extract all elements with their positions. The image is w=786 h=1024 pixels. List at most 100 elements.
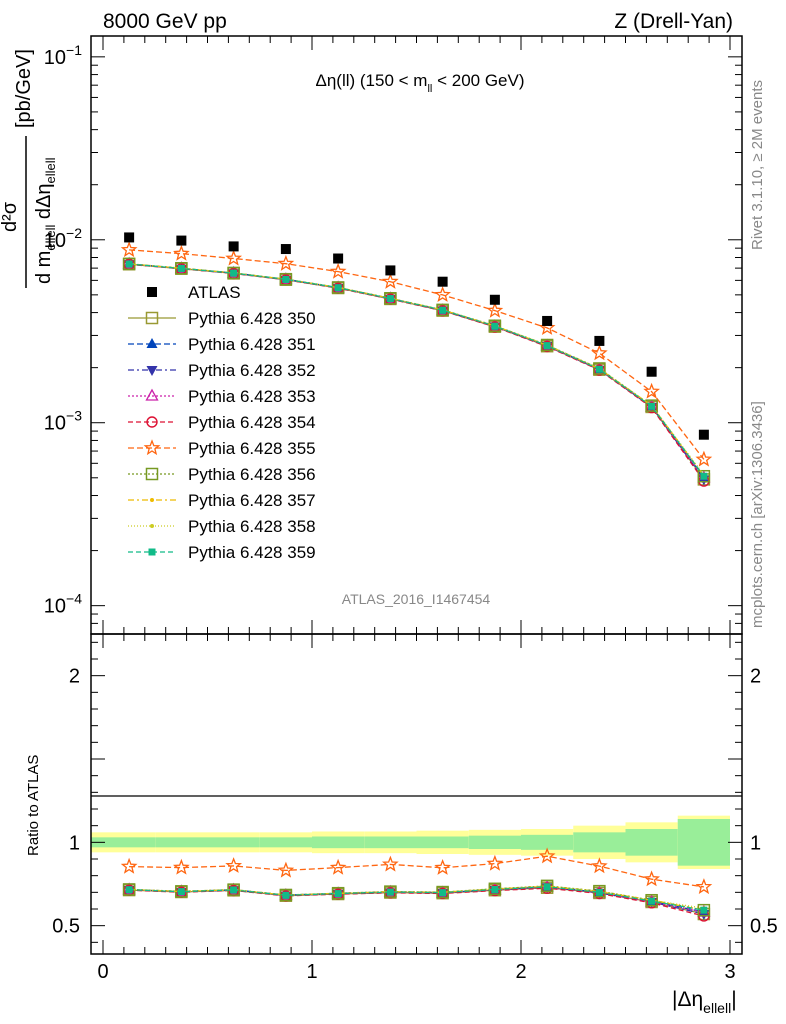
data-point <box>695 450 713 467</box>
main-series <box>120 232 713 487</box>
ratio-point <box>334 890 342 898</box>
band-inner <box>677 819 730 866</box>
analysis-tag: ATLAS_2016_I1467454 <box>342 591 491 607</box>
series-line <box>129 249 705 460</box>
data-point <box>277 254 295 271</box>
data-point <box>488 319 502 332</box>
data-point <box>434 286 451 302</box>
band-inner <box>259 837 312 848</box>
data-point <box>700 472 708 480</box>
band-inner <box>521 834 574 850</box>
band-inner <box>91 837 156 848</box>
data-point <box>591 344 608 361</box>
band-inner <box>364 836 417 849</box>
ratio-line <box>129 885 705 911</box>
ratio-y-label: Ratio to ATLAS <box>25 755 42 856</box>
data-point <box>540 338 554 352</box>
ratio-pythia-6.428-355 <box>120 847 713 895</box>
data-point <box>486 301 504 318</box>
series-pythia-6.428-355 <box>120 241 713 467</box>
legend-label: Pythia 6.428 350 <box>188 309 316 328</box>
ratio-plot-frame <box>90 633 743 955</box>
legend-item: Pythia 6.428 355 <box>128 439 316 458</box>
legend-label: ATLAS <box>188 283 241 302</box>
y-axis-label: d²σ d mellell dΔηellell [pb/GeV] <box>0 49 58 288</box>
ratio-tick-label-right: 0.5 <box>750 916 778 938</box>
legend-item: Pythia 6.428 357 <box>128 491 316 510</box>
data-point <box>386 295 394 303</box>
legend-item: Pythia 6.428 354 <box>128 413 316 432</box>
data-point <box>489 294 500 305</box>
ratio-point <box>282 891 290 899</box>
data-point <box>334 284 342 292</box>
legend-item-atlas: ATLAS <box>147 283 241 302</box>
ratio-point <box>177 888 185 896</box>
data-point <box>124 232 135 243</box>
data-point <box>437 276 448 287</box>
data-point <box>439 306 447 314</box>
mcplots-label: mcplots.cern.ch [arXiv:1306.3436] <box>749 401 766 628</box>
legend-item: Pythia 6.428 359 <box>128 543 316 562</box>
y-tick-label: 10−1 <box>44 42 82 69</box>
ratio-point <box>700 906 708 914</box>
svg-text:d mellell dΔηellell: d mellell dΔηellell <box>33 157 58 284</box>
header-left: 8000 GeV pp <box>103 10 227 33</box>
data-point <box>280 244 291 255</box>
ratio-line <box>129 886 705 915</box>
data-point <box>491 322 499 330</box>
ratio-point <box>543 883 551 891</box>
ratio-point <box>695 878 713 895</box>
ratio-uncertainty-bands <box>91 815 730 869</box>
band-inner <box>625 829 678 856</box>
legend-marker <box>146 338 158 348</box>
x-ticks: 0 1 2 3 <box>97 36 736 983</box>
data-point <box>543 342 551 350</box>
band-inner <box>207 837 260 848</box>
legend-marker <box>145 388 159 401</box>
rivet-label: Rivet 3.1.10, ≥ 2M events <box>749 80 766 250</box>
plot-title: Δη(ll) (150 < mll < 200 GeV) <box>315 71 524 95</box>
ratio-tick-label: 1 <box>69 832 80 854</box>
ratio-line <box>129 887 705 915</box>
data-point <box>385 265 396 276</box>
ratio-pythia-6.428-351 <box>123 880 710 917</box>
data-point <box>333 253 344 264</box>
data-point <box>646 366 657 377</box>
y-tick-label: 10−4 <box>44 591 82 618</box>
x-tick-label: 0 <box>97 961 108 983</box>
data-point <box>594 335 605 346</box>
ratio-point <box>645 893 658 907</box>
legend-label: Pythia 6.428 357 <box>188 491 316 510</box>
x-tick-label: 1 <box>306 961 317 983</box>
ratio-point <box>595 888 603 896</box>
ratio-point <box>381 855 399 872</box>
legend-marker <box>150 524 154 528</box>
series-atlas <box>124 232 709 440</box>
ratio-point <box>230 886 238 894</box>
ratio-line <box>129 885 705 911</box>
band-inner <box>312 836 365 849</box>
legend-item: Pythia 6.428 351 <box>128 335 316 354</box>
legend: ATLAS Pythia 6.428 350 Pythia 6.428 351 Pyt… <box>128 283 316 562</box>
ratio-pythia-6.428-350 <box>122 881 711 921</box>
ratio-point <box>540 879 554 893</box>
legend-marker <box>146 366 158 376</box>
series-line <box>129 263 705 477</box>
ratio-point <box>697 903 711 917</box>
legend-label: Pythia 6.428 352 <box>188 361 316 380</box>
ratio-tick-label-right: 2 <box>750 666 761 688</box>
data-point <box>282 275 290 283</box>
ratio-point <box>643 870 660 887</box>
ratio-series <box>120 847 713 922</box>
band-inner <box>573 832 626 853</box>
header-right: Z (Drell-Yan) <box>614 10 733 33</box>
data-point <box>698 429 709 440</box>
ratio-point <box>277 861 295 878</box>
y-tick-label: 10−3 <box>44 408 82 435</box>
data-point <box>125 260 133 268</box>
legend-marker <box>147 287 157 297</box>
data-point <box>176 235 187 246</box>
ratio-pythia-6.428-352 <box>123 883 710 921</box>
data-point <box>177 264 185 272</box>
data-point <box>595 365 603 373</box>
